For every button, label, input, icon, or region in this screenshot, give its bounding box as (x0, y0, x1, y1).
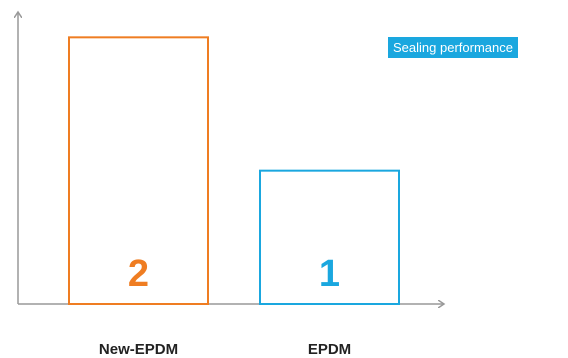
category-label-new-epdm: New-EPDM (99, 341, 178, 358)
category-label-epdm: EPDM (308, 341, 351, 358)
bar-epdm (259, 169, 400, 305)
data-label-epdm: 1 (319, 253, 340, 295)
data-label-new-epdm: 2 (128, 253, 149, 295)
legend-sealing-performance: Sealing performance (388, 37, 518, 58)
bar-new-epdm (68, 36, 209, 305)
